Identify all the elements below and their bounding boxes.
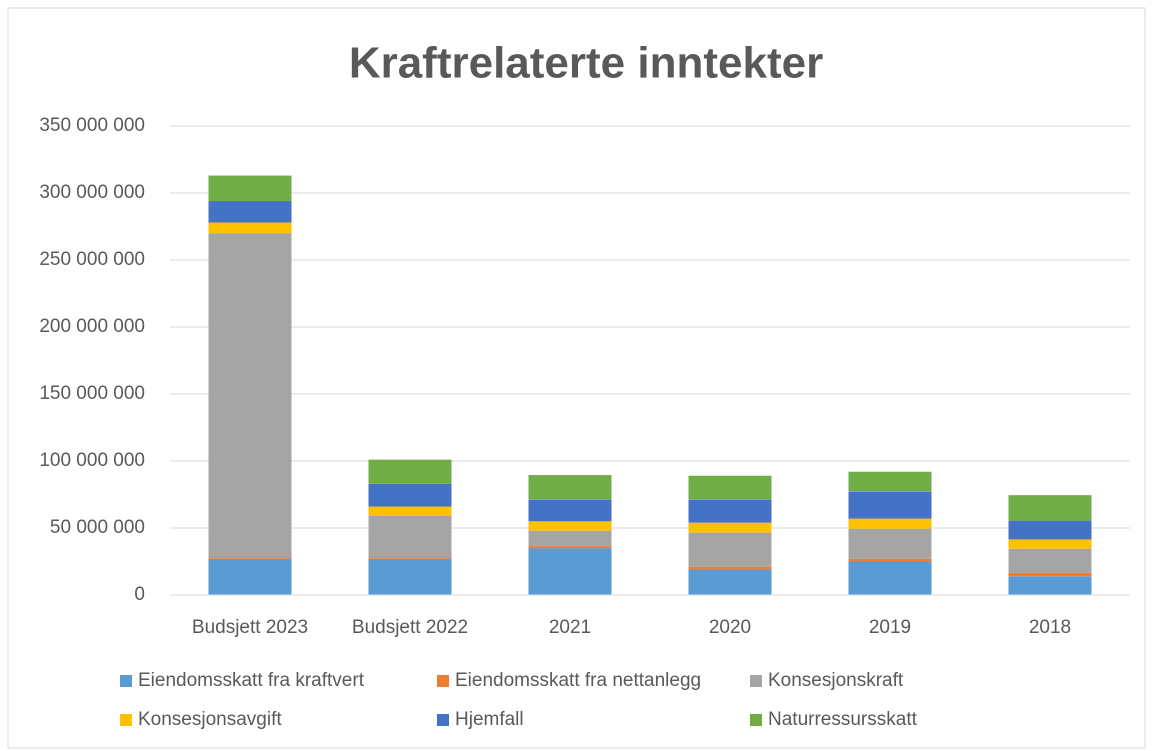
legend-label: Eiendomsskatt fra kraftvert: [138, 670, 365, 691]
bar-segment: [848, 528, 932, 559]
x-tick-label: 2020: [709, 617, 751, 638]
legend-swatch: [120, 714, 132, 726]
y-tick-label: 350 000 000: [39, 115, 145, 136]
bar-segment: [208, 557, 292, 559]
x-tick-label: Budsjett 2023: [192, 617, 308, 638]
chart-border: [7, 7, 1146, 749]
legend-label: Eiendomsskatt fra nettanlegg: [455, 670, 701, 691]
x-tick-label: Budsjett 2022: [352, 617, 468, 638]
legend-swatch: [437, 675, 449, 687]
x-tick-label: 2019: [869, 617, 911, 638]
bar-segment: [368, 557, 452, 559]
bar-segment: [848, 561, 932, 595]
legend-swatch: [437, 714, 449, 726]
bar-segment: [1008, 495, 1092, 521]
bar-segment: [208, 201, 292, 223]
bar-segment: [1008, 539, 1092, 549]
bar-segment: [528, 546, 612, 549]
legend-label: Konsesjonsavgift: [138, 709, 282, 730]
y-tick-label: 100 000 000: [39, 450, 145, 471]
bar-segment: [1008, 572, 1092, 577]
x-tick-label: 2021: [549, 617, 591, 638]
y-tick-label: 50 000 000: [50, 517, 145, 538]
bar-segment: [1008, 576, 1092, 595]
legend-label: Hjemfall: [455, 709, 524, 730]
x-tick-label: 2018: [1029, 617, 1071, 638]
legend-swatch: [120, 675, 132, 687]
y-tick-label: 200 000 000: [39, 316, 145, 337]
bar-segment: [368, 515, 452, 558]
bar-segment: [368, 459, 452, 484]
bar-segment: [368, 558, 452, 595]
bar-segment: [528, 521, 612, 531]
chart-title: Kraftrelaterte inntekter: [349, 39, 823, 88]
bar-segment: [368, 506, 452, 516]
bar-segment: [848, 471, 932, 492]
y-tick-label: 250 000 000: [39, 249, 145, 270]
bar-segment: [208, 233, 292, 558]
bar-segment: [848, 491, 932, 519]
bar-segment: [848, 558, 932, 562]
y-tick-label: 0: [134, 584, 145, 605]
legend-label: Naturressursskatt: [768, 709, 918, 730]
bar-segment: [528, 530, 612, 547]
legend-swatch: [750, 675, 762, 687]
bar-segment: [688, 522, 772, 533]
bar-segment: [208, 558, 292, 595]
bar-segment: [528, 475, 612, 500]
bar-segment: [368, 483, 452, 507]
bar-segment: [1008, 520, 1092, 540]
bar-segment: [848, 518, 932, 529]
bar-segment: [688, 532, 772, 567]
legend-label: Konsesjonskraft: [768, 670, 904, 691]
y-tick-label: 150 000 000: [39, 383, 145, 404]
bar-segment: [1008, 548, 1092, 573]
y-tick-label: 300 000 000: [39, 182, 145, 203]
bar-segment: [208, 222, 292, 234]
bar-segment: [528, 499, 612, 522]
bar-segment: [688, 569, 772, 595]
bar-segment: [208, 175, 292, 202]
bar-segment: [688, 499, 772, 523]
bar-segment: [688, 475, 772, 500]
legend-swatch: [750, 714, 762, 726]
bar-segment: [688, 566, 772, 570]
bar-segment: [528, 548, 612, 595]
